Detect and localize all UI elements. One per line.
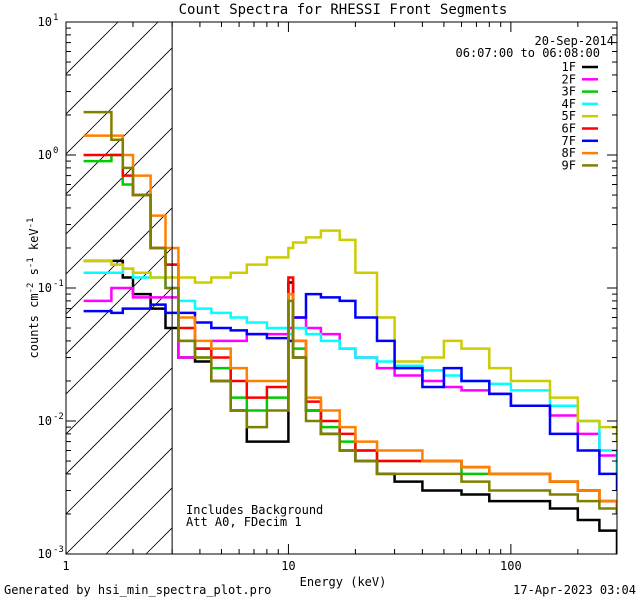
legend-label-4F: 4F: [562, 97, 576, 111]
hatch-line: [66, 407, 173, 515]
chart-title: Count Spectra for RHESSI Front Segments: [179, 2, 508, 18]
hatch-line: [346, 0, 640, 554]
x-tick-label: 10: [281, 559, 295, 573]
footer-generated-by: Generated by hsi_min_spectra_plot.pro: [4, 583, 271, 597]
y-tick-label: 10: [38, 547, 52, 561]
annotation-background: Includes Background: [186, 503, 323, 517]
hatch-line: [586, 0, 640, 554]
series-line-9F: [83, 110, 617, 514]
hatch-line: [466, 0, 640, 554]
series-line-3F: [83, 153, 617, 514]
hatch-line: [66, 327, 173, 435]
hatch-line: [66, 367, 173, 475]
y-tick-exponent: 1: [53, 13, 58, 23]
x-axis-label: Energy (keV): [300, 575, 387, 589]
x-tick-label: 1: [62, 559, 69, 573]
y-tick-label: 10: [38, 15, 52, 29]
hatched-region: [66, 0, 640, 554]
y-tick-exponent: -1: [53, 279, 64, 289]
hatch-line: [426, 0, 640, 554]
y-tick-exponent: -3: [53, 545, 64, 555]
series-line-8F: [83, 134, 617, 514]
hatch-line: [66, 22, 159, 115]
legend-label-7F: 7F: [562, 134, 576, 148]
hatch-line: [266, 0, 640, 554]
y-tick-label: 10: [38, 148, 52, 162]
series-line-5F: [83, 229, 617, 442]
date-label: 20-Sep-2014: [535, 34, 614, 48]
series-layer: [83, 110, 617, 554]
hatch-line: [546, 0, 640, 554]
series-line-4F: [83, 267, 617, 474]
legend-label-8F: 8F: [562, 146, 576, 160]
footer-timestamp: 17-Apr-2023 03:04: [513, 583, 636, 597]
legend-label-5F: 5F: [562, 109, 576, 123]
y-tick-label: 10: [38, 281, 52, 295]
time-range-label: 06:07:00 to 06:08:00: [456, 46, 601, 60]
legend-label-6F: 6F: [562, 122, 576, 136]
legend-label-3F: 3F: [562, 85, 576, 99]
y-tick-exponent: -2: [53, 412, 64, 422]
legend-label-9F: 9F: [562, 158, 576, 172]
series-line-6F: [83, 153, 617, 514]
hatch-line: [626, 0, 640, 554]
hatch-line: [66, 287, 173, 395]
y-tick-label: 10: [38, 414, 52, 428]
legend-label-1F: 1F: [562, 60, 576, 74]
hatch-line: [386, 0, 640, 554]
hatch-line: [66, 447, 173, 554]
series-line-7F: [83, 292, 617, 491]
hatch-line: [66, 47, 173, 155]
annotation-attenuator: Att A0, FDecim 1: [186, 515, 302, 529]
hatch-line: [306, 0, 640, 554]
x-tick-label: 100: [500, 559, 522, 573]
legend-label-2F: 2F: [562, 72, 576, 86]
y-tick-exponent: 0: [53, 146, 58, 156]
y-axis-label: counts cm-2 s-1 keV-1: [26, 218, 41, 359]
